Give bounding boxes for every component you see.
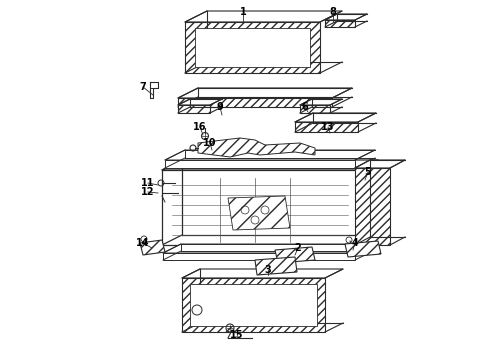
Polygon shape bbox=[198, 138, 315, 157]
Text: 12: 12 bbox=[141, 187, 155, 197]
Text: 16: 16 bbox=[193, 122, 207, 132]
Text: 7: 7 bbox=[140, 82, 147, 92]
Polygon shape bbox=[275, 247, 315, 263]
Polygon shape bbox=[178, 88, 352, 98]
Polygon shape bbox=[300, 105, 330, 113]
Polygon shape bbox=[163, 244, 373, 253]
Polygon shape bbox=[345, 241, 381, 257]
Polygon shape bbox=[295, 113, 376, 122]
Polygon shape bbox=[325, 20, 355, 27]
Text: 2: 2 bbox=[294, 243, 301, 253]
Polygon shape bbox=[185, 11, 342, 22]
Polygon shape bbox=[163, 253, 355, 260]
Text: 4: 4 bbox=[352, 238, 358, 248]
Polygon shape bbox=[178, 99, 222, 105]
Text: 13: 13 bbox=[321, 122, 335, 132]
Polygon shape bbox=[182, 269, 343, 278]
Text: 6: 6 bbox=[302, 102, 308, 112]
Polygon shape bbox=[162, 160, 378, 170]
Polygon shape bbox=[178, 98, 332, 107]
Polygon shape bbox=[165, 160, 355, 168]
Polygon shape bbox=[165, 150, 375, 160]
Polygon shape bbox=[255, 257, 297, 275]
Text: 8: 8 bbox=[330, 7, 337, 17]
Polygon shape bbox=[300, 99, 342, 105]
Text: 3: 3 bbox=[265, 265, 271, 275]
Polygon shape bbox=[355, 160, 405, 168]
Polygon shape bbox=[140, 240, 165, 255]
Polygon shape bbox=[295, 122, 358, 132]
Text: 1: 1 bbox=[240, 7, 246, 17]
Text: 11: 11 bbox=[141, 178, 155, 188]
Polygon shape bbox=[195, 28, 310, 67]
Polygon shape bbox=[185, 22, 320, 73]
Text: 9: 9 bbox=[217, 102, 223, 112]
Polygon shape bbox=[325, 14, 367, 20]
Polygon shape bbox=[182, 278, 325, 332]
Polygon shape bbox=[190, 284, 317, 326]
Polygon shape bbox=[178, 105, 210, 113]
Polygon shape bbox=[355, 168, 390, 245]
Polygon shape bbox=[228, 196, 290, 230]
Text: 14: 14 bbox=[136, 238, 150, 248]
Text: 15: 15 bbox=[230, 330, 244, 340]
Text: 5: 5 bbox=[365, 167, 371, 177]
Polygon shape bbox=[162, 170, 358, 245]
Text: 10: 10 bbox=[203, 138, 217, 148]
